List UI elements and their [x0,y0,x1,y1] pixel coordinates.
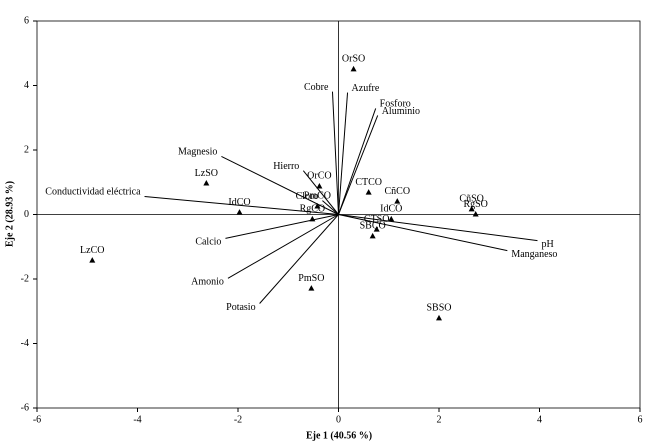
site-point [89,257,96,263]
loading-vector [302,170,339,215]
loading-vector [144,195,339,215]
vector-label: Potasio [226,302,255,313]
vector-label: Manganeso [511,249,557,260]
y-tick-label: -2 [21,273,29,284]
site-point [365,189,372,195]
point-label: IdCO [380,204,402,215]
x-tick-label: -4 [133,414,141,425]
site-point [309,215,316,222]
site-point [394,198,401,204]
point-label: OrSO [342,54,365,65]
point-label: PmCO [304,191,331,202]
point-label: RgSO [463,199,487,210]
vector-label: Fosforo [380,99,411,110]
site-point [472,211,479,217]
site-point [468,205,475,212]
loading-vector [221,156,339,215]
site-point [436,314,442,321]
site-point [316,182,323,189]
loading-vector [338,214,538,242]
vector-label: Cobre [304,82,329,93]
vector-label: Azufre [352,83,380,94]
point-label: CTCO [355,177,382,188]
y-tick-label: -6 [21,402,29,413]
site-point [373,226,380,232]
x-tick-label: 0 [336,414,341,425]
site-point [314,202,321,209]
loading-vector [259,214,339,304]
loading-vector [331,91,339,215]
point-label: SBCO [360,221,386,232]
site-point [203,180,210,186]
x-tick-label: -2 [234,414,242,425]
point-label: IdCO [228,197,250,208]
loading-vector [225,214,339,239]
x-tick-label: -6 [33,414,41,425]
y-tick-label: -4 [21,338,29,349]
vector-label: Conductividad eléctrica [45,187,141,198]
loading-vector [338,108,377,215]
site-point [236,209,243,215]
loading-vector [227,214,339,279]
site-point [350,65,357,72]
x-tick-label: 2 [437,414,442,425]
vector-label: Aluminio [382,106,420,117]
site-point [369,232,376,239]
y-tick-label: 4 [24,80,29,91]
y-tick-label: 6 [24,15,29,26]
loading-vector [338,214,508,252]
vector-label: pH [541,239,553,250]
loading-vector [338,115,379,215]
y-tick-label: 0 [24,209,29,220]
vector-label: Amonio [191,277,224,288]
x-tick-label: 4 [537,414,542,425]
point-label: OrCO [307,171,331,182]
point-label: CñCO [385,186,411,197]
vector-label: Calcio [195,237,221,248]
x-axis-title: Eje 1 (40.56 %) [306,430,372,441]
vector-label: Magnesio [178,147,217,158]
point-label: PmSO [298,273,324,284]
point-label: LzCO [80,245,104,256]
vector-label: Cloro [296,191,319,202]
point-label: RgCO [300,204,326,215]
site-point [308,285,315,291]
point-label: CñSO [459,194,483,205]
point-label: CTSO [364,214,390,225]
y-axis-title: Eje 2 (28.93 %) [4,181,15,247]
loading-vector [322,200,339,215]
y-tick-label: 2 [24,144,29,155]
vector-label: Hierro [273,161,299,172]
point-label: SBSO [426,303,451,314]
x-tick-label: 6 [638,414,643,425]
loading-vector [338,92,349,215]
point-label: LzSO [195,168,218,179]
site-point [388,215,395,222]
